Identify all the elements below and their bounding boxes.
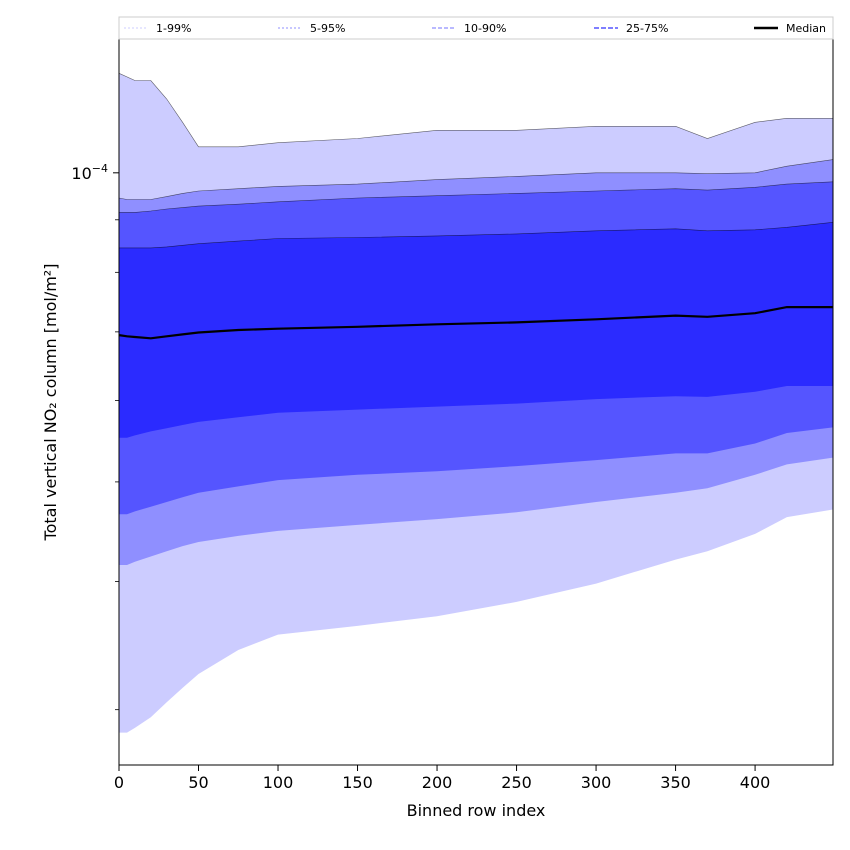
band-edge-1-99 (118, 73, 833, 148)
x-tick-label: 200 (422, 773, 453, 792)
legend-label-25-75: 25-75% (626, 22, 668, 35)
band-edge-25-75 (119, 222, 834, 249)
x-tick-label: 250 (501, 773, 532, 792)
x-tick-label: 0 (114, 773, 124, 792)
y-major-tick-label: 10−4 (71, 162, 108, 183)
median-line (118, 306, 833, 340)
legend-label-Median: Median (786, 22, 826, 35)
x-axis-label: Binned row index (407, 801, 546, 820)
legend-box (118, 16, 834, 40)
legend: 1-99% 5-95% 10-90% 25-75% Median (118, 16, 834, 40)
legend-items: 1-99% 5-95% 10-90% 25-75% Median (124, 22, 826, 35)
x-tick-label: 300 (581, 773, 612, 792)
legend-label-10-90: 10-90% (464, 22, 506, 35)
median-layer (118, 306, 833, 340)
percentile-bands (118, 73, 834, 733)
x-tick-label: 150 (342, 773, 373, 792)
y-axis-label: Total vertical NO₂ column [mol/m²] (41, 264, 60, 542)
band-25-75 (119, 222, 833, 438)
band-edge-5-95 (118, 159, 834, 200)
band-edge-10-90 (119, 181, 834, 213)
y-axis-ticks: 10−4 (71, 162, 119, 711)
x-axis-ticks: 0 50 100 150 200 250 300 350 400 (114, 765, 770, 792)
x-tick-label: 350 (660, 773, 691, 792)
legend-label-5-95: 5-95% (310, 22, 345, 35)
x-tick-label: 400 (740, 773, 771, 792)
x-tick-label: 100 (263, 773, 294, 792)
legend-label-1-99: 1-99% (156, 22, 191, 35)
x-tick-label: 50 (188, 773, 208, 792)
